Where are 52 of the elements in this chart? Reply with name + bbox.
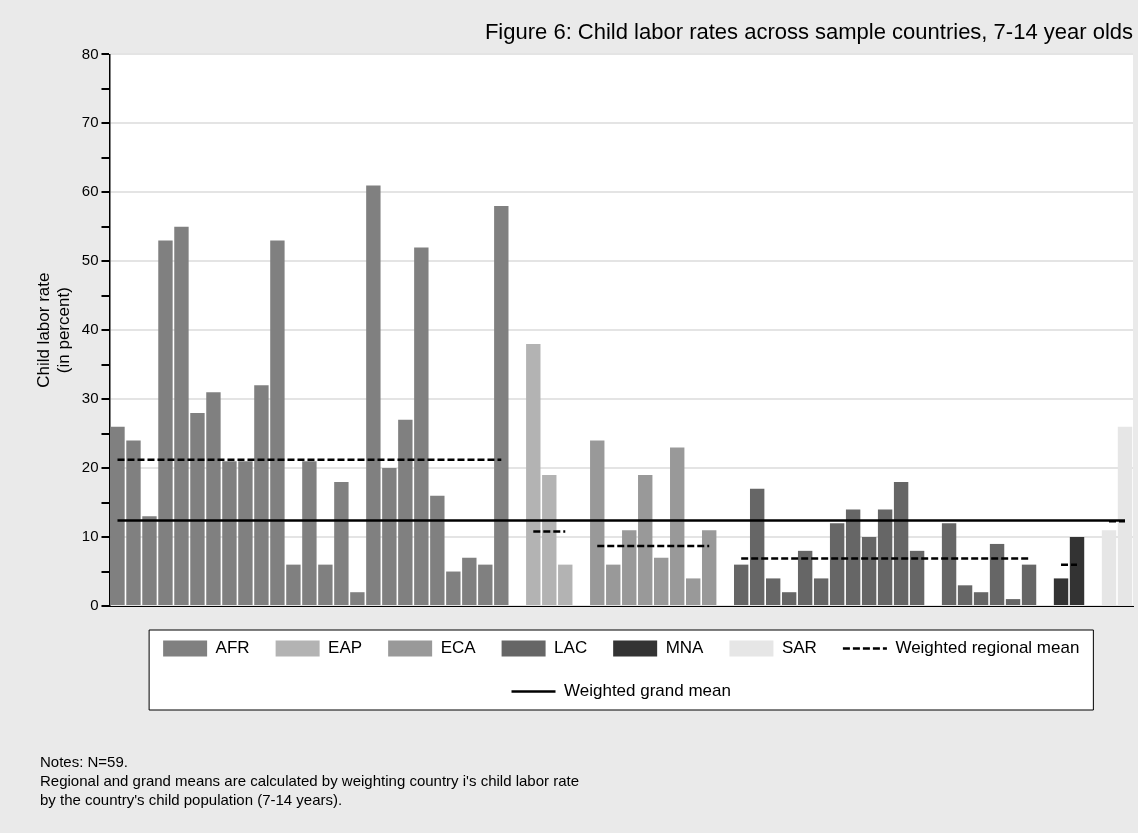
bar [590,440,605,605]
bar [622,530,637,605]
legend-label: Weighted grand mean [564,681,731,701]
y-tick-label: 10 [81,527,99,545]
bar [781,592,797,605]
y-tick-label: 30 [81,389,99,407]
bar [813,578,829,605]
legend-label: SAR [781,638,817,658]
bar [797,550,813,605]
bar [686,578,701,605]
legend-label: MNA [665,638,705,658]
bar [749,488,765,605]
y-tick-label: 50 [81,251,99,269]
bar [861,537,877,605]
bar [1005,599,1021,605]
bar [989,543,1005,605]
bar [1069,537,1085,605]
bar [829,523,845,605]
bar [973,592,989,605]
bar [606,564,621,605]
y-tick-label: 70 [81,113,99,131]
y-tick-label: 80 [81,44,99,62]
bar [957,585,973,605]
legend-label: Weighted regional mean [895,638,1080,658]
legend-label: LAC [554,638,588,658]
bar [542,475,557,605]
chart-title: Figure 6: Child labor rates across sample countries, 7-14 year olds [484,19,1133,45]
legend-label: AFR [215,638,250,658]
bar [702,530,717,605]
bar [558,564,573,605]
bar [1053,578,1069,605]
bar [638,475,653,605]
y-tick-label: 60 [81,182,99,200]
y-tick-label: 40 [81,320,99,338]
text: Notes: N=59. [40,752,129,771]
y-tick-label: 0 [90,596,99,614]
text: Regional and grand means are calculated by weighting country i's child labor rate by the country's child population (7-14 years). [40,771,580,809]
y-tick-label: 20 [81,458,99,476]
bar [654,557,669,605]
y-axis-title: Child labor rate (in percent) [33,272,74,388]
bar [909,550,925,605]
bar [670,447,685,605]
bar [765,578,781,605]
bar [733,564,749,605]
bar [526,343,541,605]
bar [1021,564,1037,605]
bar [941,523,957,605]
bar [877,509,893,605]
legend-label: EAP [328,638,363,658]
legend-label: ECA [440,638,477,658]
bar [845,509,861,605]
bar [893,481,909,605]
